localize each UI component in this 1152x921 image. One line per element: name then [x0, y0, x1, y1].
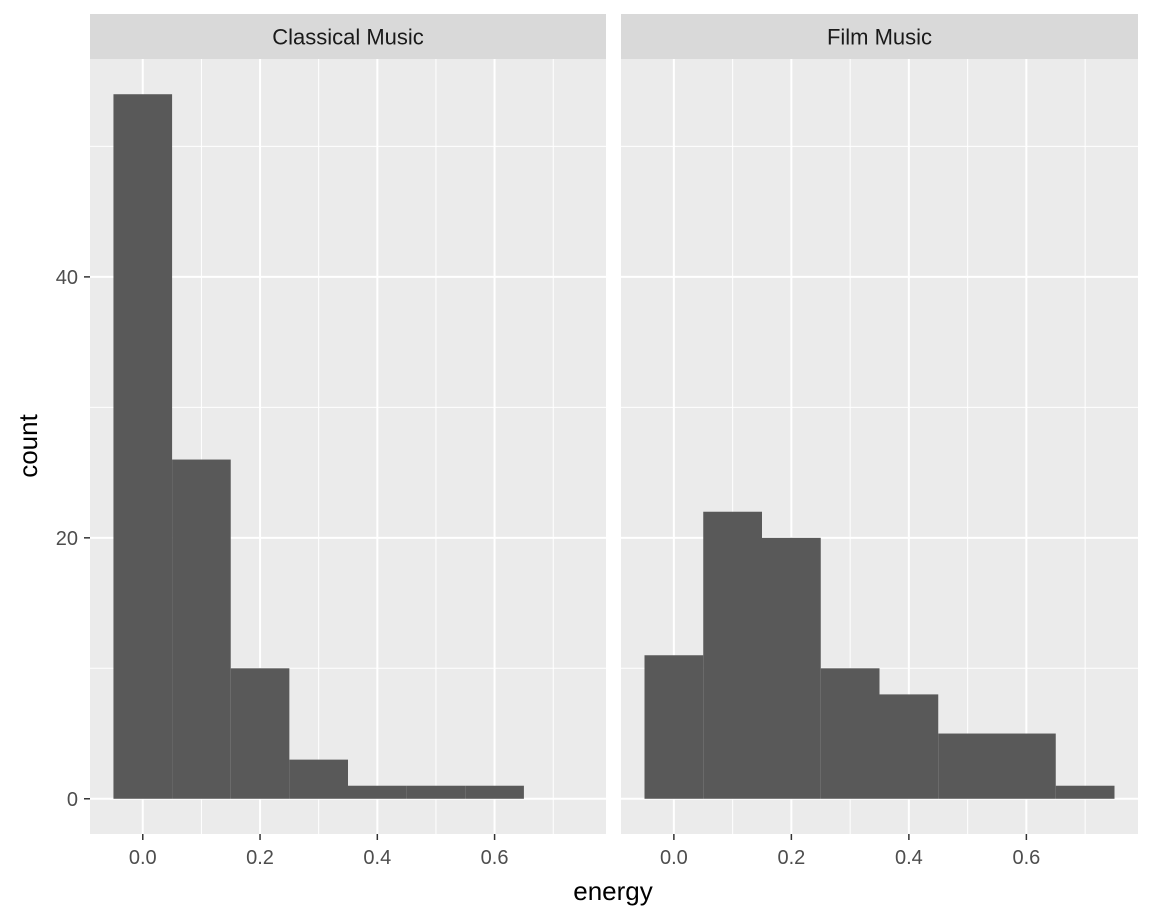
x-tick-label: 0.2: [777, 847, 805, 869]
y-tick-label: 0: [67, 789, 78, 811]
histogram-bar: [997, 733, 1056, 799]
x-tick-label: 0.2: [246, 847, 274, 869]
facet-strip-label: Classical Music: [272, 25, 424, 50]
facet-strip: [90, 14, 606, 59]
y-tick-label: 20: [56, 528, 78, 550]
facet-panel: Film Music 0.0 0.2 0.4 0.6: [621, 14, 1138, 869]
histogram-bar: [644, 655, 704, 799]
x-tick-label: 0.0: [129, 847, 157, 869]
x-tick-label: 0.4: [363, 847, 391, 869]
histogram-bar: [348, 785, 407, 799]
histogram-bar: [879, 694, 939, 799]
facet-strip: [621, 14, 1138, 59]
histogram-bar: [762, 537, 821, 799]
x-axis-title: energy: [573, 876, 653, 906]
facet-panels: Classical Music 0.0 0.2 0.4 0.6 Film Music 0.0…: [90, 14, 1138, 869]
y-tick-label: 40: [56, 267, 78, 289]
x-tick-label: 0.0: [660, 847, 688, 869]
histogram-bar: [113, 94, 173, 799]
histogram-bar: [172, 459, 231, 799]
histogram-bar: [230, 668, 290, 799]
facet-panel: Classical Music 0.0 0.2 0.4 0.6: [90, 14, 606, 869]
histogram-bar: [1055, 785, 1115, 799]
y-axis: 0 20 40: [56, 267, 90, 811]
x-tick-label: 0.4: [895, 847, 923, 869]
histogram-bar: [406, 785, 466, 799]
y-axis-title: count: [13, 413, 43, 477]
histogram-bar: [465, 785, 524, 799]
facet-strip-label: Film Music: [827, 25, 932, 50]
histogram-bar: [703, 511, 762, 799]
histogram-bar: [938, 733, 997, 799]
x-tick-label: 0.6: [1012, 847, 1040, 869]
histogram-bar: [820, 668, 880, 799]
histogram-bar: [289, 759, 348, 799]
x-tick-label: 0.6: [481, 847, 509, 869]
